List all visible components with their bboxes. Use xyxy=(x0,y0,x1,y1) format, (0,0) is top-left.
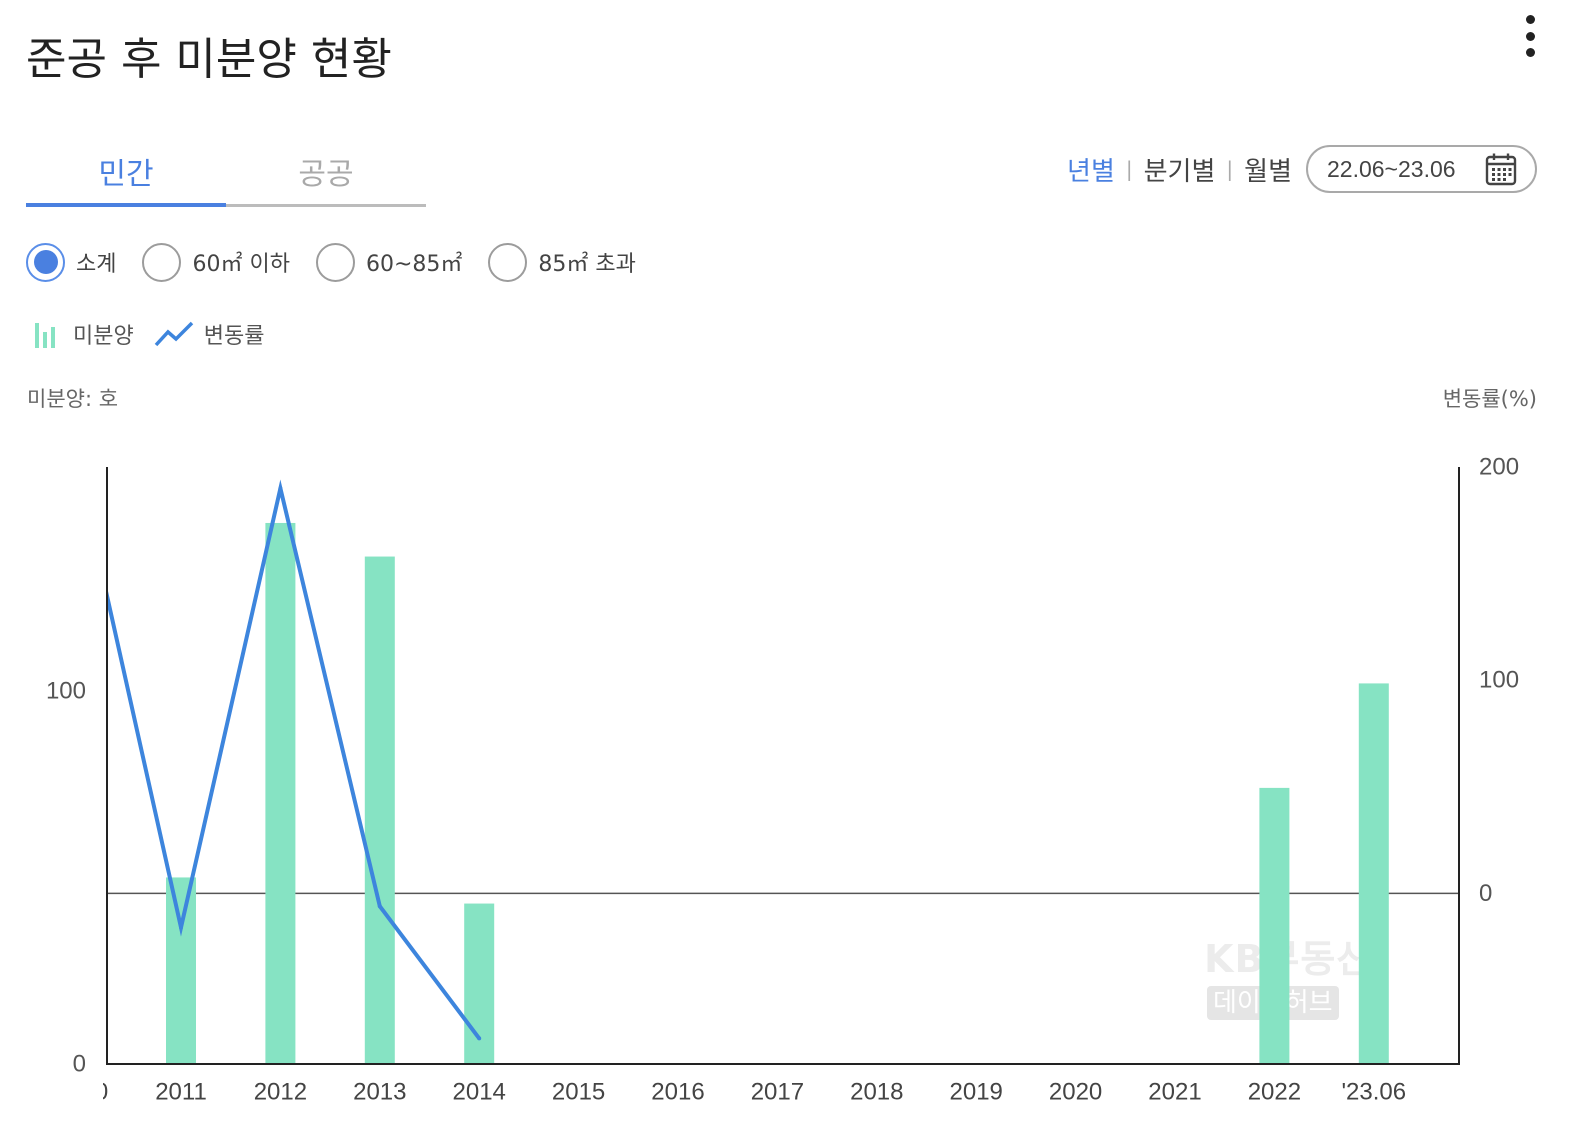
line-point-2012 xyxy=(278,486,283,491)
date-range-value: 22.06~23.06 xyxy=(1327,155,1456,182)
y-tick-right-label: 0 xyxy=(1479,880,1492,907)
menu-dot xyxy=(1525,31,1535,41)
line-chart-icon xyxy=(154,321,193,347)
period-selector: 년별 | 분기별 | 월별 22.06~23.06 xyxy=(1067,145,1537,193)
bar-chart-icon xyxy=(35,323,55,348)
radio-circle[interactable] xyxy=(488,242,528,282)
legend-item-change-rate[interactable]: 변동률 xyxy=(154,318,265,350)
radio-circle[interactable] xyxy=(26,242,65,282)
radio-label: 소계 xyxy=(76,252,117,277)
radio-label: 60㎡ 이하 xyxy=(192,252,290,277)
radio-60-85[interactable]: 60~85㎡ xyxy=(315,242,463,282)
period-quarterly[interactable]: 분기별 xyxy=(1143,156,1216,187)
date-range-picker[interactable]: 22.06~23.06 xyxy=(1306,145,1537,193)
bar-series-unsold xyxy=(166,522,1389,1064)
x-tick-label: 2017 xyxy=(751,1079,804,1106)
more-vertical-icon[interactable] xyxy=(1524,15,1536,57)
x-tick-label: 2020 xyxy=(1049,1079,1102,1106)
y-tick-left-label: 100 xyxy=(46,677,86,704)
right-axis-unit: 변동률(%) xyxy=(1442,387,1537,411)
x-tick-label: '23.06 xyxy=(1341,1079,1406,1106)
menu-dot xyxy=(1525,48,1535,57)
y-tick-right-label: 200 xyxy=(1479,454,1519,481)
x-tick-labels: 2010 2011 2012 2013 2014 2015 2016 2017 2018 2019… xyxy=(55,1079,1406,1106)
legend-label: 변동률 xyxy=(203,324,265,349)
radio-label: 60~85㎡ xyxy=(365,252,463,277)
x-tick-label: 2015 xyxy=(552,1079,605,1106)
period-monthly[interactable]: 월별 xyxy=(1244,156,1292,187)
x-tick-label: 2011 xyxy=(155,1079,207,1106)
tab-private[interactable]: 민간 xyxy=(26,147,226,207)
radio-dot xyxy=(323,250,347,274)
radio-circle[interactable] xyxy=(315,242,355,282)
bar-2012 xyxy=(265,522,296,1064)
tab-public[interactable]: 공공 xyxy=(226,147,426,207)
x-tick-label: 2016 xyxy=(651,1079,704,1106)
x-tick-label: 2010 xyxy=(55,1079,108,1106)
y-tick-right-label: 100 xyxy=(1479,667,1519,694)
x-tick-label: 2013 xyxy=(353,1079,406,1106)
menu-dot xyxy=(1525,15,1535,24)
period-yearly[interactable]: 년별 xyxy=(1067,156,1115,187)
period-separator: | xyxy=(1226,157,1234,181)
x-tick-label: 2012 xyxy=(254,1079,307,1106)
radio-label: 85㎡ 초과 xyxy=(538,252,636,277)
size-filter: 소계 60㎡ 이하 60~85㎡ 85㎡ 초과 xyxy=(26,242,662,282)
y-tick-left-label: 0 xyxy=(73,1051,86,1078)
radio-under-60[interactable]: 60㎡ 이하 xyxy=(142,242,290,282)
x-tick-label: 2014 xyxy=(453,1079,506,1106)
x-tick-label: 2022 xyxy=(1248,1079,1301,1106)
line-point-2010 xyxy=(80,480,84,484)
x-tick-label: 2021 xyxy=(1148,1079,1201,1106)
radio-circle[interactable] xyxy=(142,242,182,282)
sector-tabs: 민간 공공 xyxy=(26,147,426,207)
line-point-2011 xyxy=(179,925,183,930)
radio-dot xyxy=(496,250,520,274)
period-separator: | xyxy=(1125,157,1133,181)
bar-2022 xyxy=(1259,787,1290,1064)
legend-label: 미분양 xyxy=(73,324,134,349)
radio-dot xyxy=(33,250,58,274)
radio-dot xyxy=(150,250,174,274)
calendar-icon xyxy=(1485,153,1517,186)
page-title: 준공 후 미분양 현황 xyxy=(26,34,392,85)
line-series-change-rate xyxy=(80,479,482,1041)
bar-2011 xyxy=(166,877,196,1064)
line-point-2013 xyxy=(377,904,382,909)
bar-'23.06 xyxy=(1358,683,1389,1064)
chart-legend: 미분양 변동률 xyxy=(34,316,284,352)
bar-2013 xyxy=(364,556,395,1064)
radio-subtotal[interactable]: 소계 xyxy=(26,242,117,282)
line-point-2014 xyxy=(477,1036,482,1041)
x-tick-label: 2018 xyxy=(850,1079,903,1106)
legend-item-unsold[interactable]: 미분양 xyxy=(34,318,134,350)
x-tick-label: 2019 xyxy=(950,1079,1003,1106)
left-axis-unit: 미분양: 호 xyxy=(27,387,119,411)
radio-over-85[interactable]: 85㎡ 초과 xyxy=(488,242,636,282)
